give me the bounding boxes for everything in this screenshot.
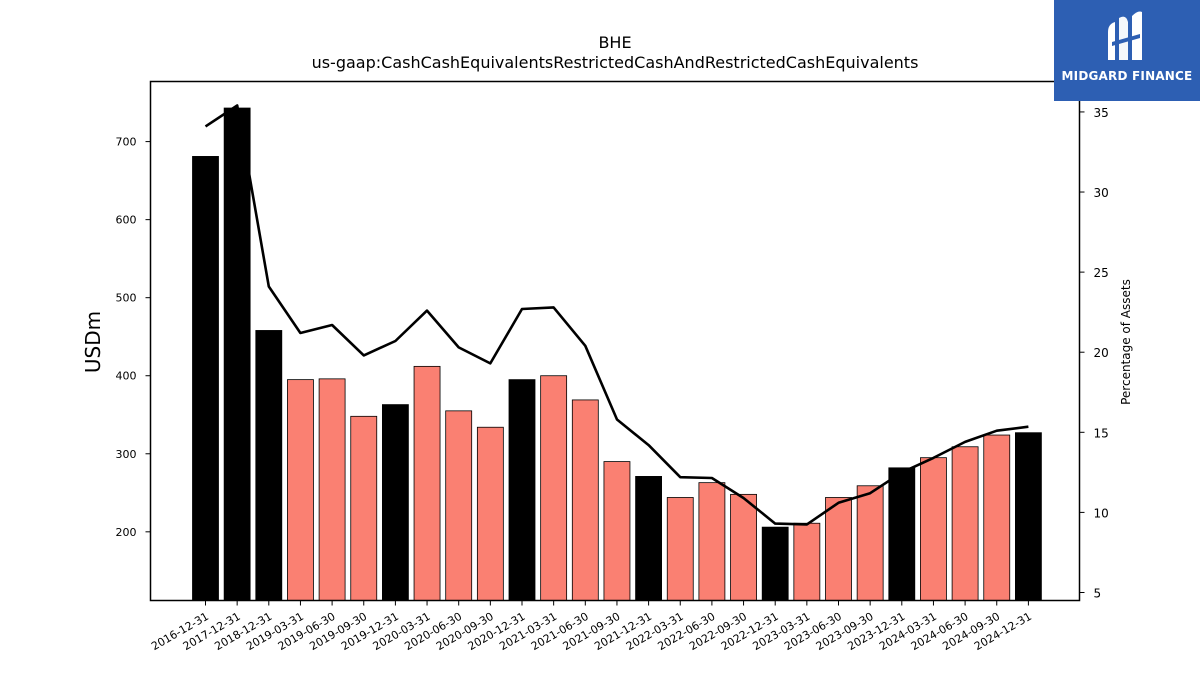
y-tick-label: 400 bbox=[116, 370, 137, 383]
chart-title: BHE bbox=[598, 33, 631, 52]
brand-name: MIDGARD FINANCE bbox=[1061, 69, 1193, 83]
line-group bbox=[204, 104, 1029, 526]
x-axis-ticks: 2016-12-312017-12-312018-12-312019-03-31… bbox=[149, 600, 1034, 653]
bar-2016-12-31 bbox=[192, 156, 219, 601]
plot-frame bbox=[149, 80, 1081, 602]
y-tick-label: 600 bbox=[116, 214, 137, 227]
bar-2024-12-31 bbox=[1015, 432, 1042, 601]
bar-2023-03-31 bbox=[793, 522, 821, 601]
y2-tick-label: 30 bbox=[1094, 186, 1109, 200]
bar-2019-06-30 bbox=[318, 378, 346, 601]
bar-2017-12-31 bbox=[223, 107, 251, 601]
bar-2019-03-31 bbox=[287, 379, 314, 601]
bar-2024-09-30 bbox=[983, 434, 1011, 601]
bar-2018-12-31 bbox=[255, 330, 283, 601]
bar-2023-09-30 bbox=[856, 485, 884, 601]
y2-tick-label: 20 bbox=[1094, 346, 1109, 360]
bar-2019-09-30 bbox=[350, 415, 378, 601]
bar-2022-12-31 bbox=[761, 526, 789, 601]
right-axis-ticks: 5 10 15 20 25 30 35 bbox=[1079, 106, 1109, 600]
bar-2023-12-31 bbox=[888, 467, 916, 601]
bar-2019-12-31 bbox=[381, 404, 409, 601]
bar-2022-03-31 bbox=[666, 497, 694, 601]
y-tick-label: 200 bbox=[116, 526, 137, 539]
bar-2021-06-30 bbox=[571, 399, 599, 601]
y-tick-label: 300 bbox=[116, 448, 137, 461]
bar-2020-12-31 bbox=[508, 379, 536, 601]
y-tick-label: 500 bbox=[116, 292, 137, 305]
bar-2021-03-31 bbox=[540, 375, 568, 601]
percentage-of-assets-line bbox=[204, 104, 1029, 526]
bar-2020-03-31 bbox=[413, 365, 441, 601]
y2-tick-label: 5 bbox=[1094, 586, 1102, 600]
y2-tick-label: 25 bbox=[1094, 266, 1109, 280]
bars-group bbox=[192, 107, 1042, 601]
bar-2022-06-30 bbox=[698, 482, 726, 601]
brand-logo: MIDGARD FINANCE bbox=[1054, 0, 1200, 101]
bar-2020-09-30 bbox=[476, 426, 504, 601]
bar-2023-06-30 bbox=[825, 497, 852, 601]
y2-axis-label: Percentage of Assets bbox=[1119, 279, 1133, 405]
bar-2021-12-31 bbox=[635, 476, 662, 601]
chart-subtitle: us-gaap:CashCashEquivalentsRestrictedCas… bbox=[312, 53, 919, 72]
y-tick-label: 700 bbox=[116, 136, 137, 149]
y2-tick-label: 10 bbox=[1094, 506, 1109, 520]
y2-tick-label: 15 bbox=[1094, 426, 1109, 440]
left-axis-ticks: 200 300 400 500 600 700 bbox=[116, 136, 151, 539]
bar-2021-09-30 bbox=[603, 461, 631, 601]
bar-2024-03-31 bbox=[920, 457, 947, 601]
y2-tick-label: 35 bbox=[1094, 106, 1109, 120]
midgard-logo-icon bbox=[1108, 11, 1142, 60]
y-axis-label: USDm bbox=[81, 311, 105, 373]
bar-2024-06-30 bbox=[951, 446, 979, 601]
bar-2022-09-30 bbox=[730, 493, 757, 601]
bar-2020-06-30 bbox=[445, 410, 473, 601]
